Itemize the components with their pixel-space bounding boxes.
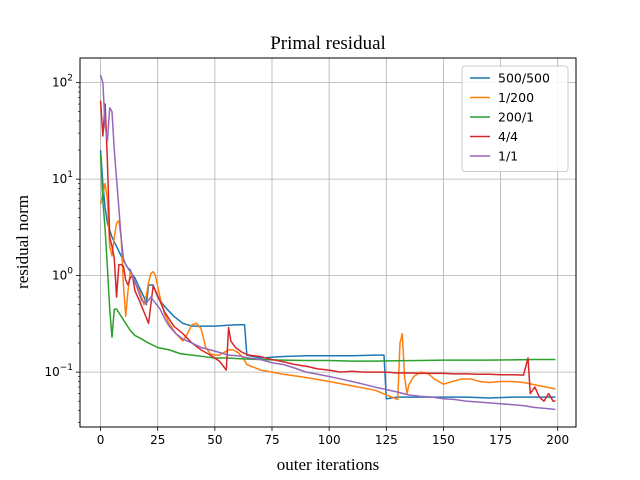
x-tick-label: 200 bbox=[546, 433, 569, 447]
x-tick-label: 75 bbox=[264, 433, 279, 447]
plot-frame bbox=[79, 57, 577, 428]
x-tick-label: 125 bbox=[375, 433, 398, 447]
legend-box bbox=[461, 65, 569, 172]
legend-label: 4/4 bbox=[498, 129, 518, 144]
series-line-2 bbox=[99, 182, 556, 401]
x-tick-label: 0 bbox=[97, 433, 105, 447]
x-tick-label: 50 bbox=[207, 433, 222, 447]
x-tick-label: 150 bbox=[432, 433, 455, 447]
legend-label: 1/200 bbox=[498, 90, 534, 105]
series-lines bbox=[99, 74, 556, 411]
legend: 500/500 1/200 200/1 4/4 1/1 bbox=[461, 65, 569, 172]
legend-label: 1/1 bbox=[498, 149, 518, 164]
legend-label: 200/1 bbox=[498, 110, 534, 125]
x-axis-label: outer iterations bbox=[277, 455, 379, 474]
chart-title: Primal residual bbox=[270, 33, 386, 54]
y-tick-label: 102 bbox=[52, 74, 73, 90]
y-tick-label: 101 bbox=[52, 170, 73, 186]
y-tick-label: 100 bbox=[52, 267, 73, 283]
series-line-3 bbox=[99, 154, 556, 362]
x-tick-label: 175 bbox=[489, 433, 512, 447]
legend-label: 500/500 bbox=[498, 71, 550, 86]
axis-ticks: 0 25 50 75 100 125 150 175 200 10−1 100 101 102 bbox=[44, 74, 569, 447]
y-tick-label: 10−1 bbox=[44, 363, 73, 379]
x-tick-label: 25 bbox=[150, 433, 165, 447]
x-tick-label: 100 bbox=[318, 433, 341, 447]
series-line-1 bbox=[99, 150, 556, 400]
series-line-4 bbox=[99, 100, 556, 402]
series-line-5 bbox=[99, 74, 556, 411]
y-axis-label: residual norm bbox=[13, 195, 32, 289]
